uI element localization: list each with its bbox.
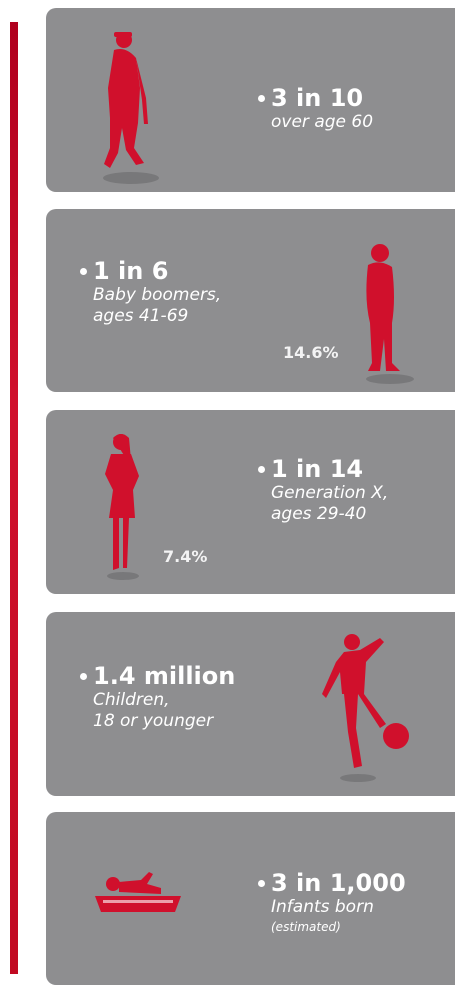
stat-text: 1.4 million — [93, 662, 235, 690]
genx-silhouette — [101, 430, 161, 585]
bullet — [80, 268, 87, 275]
senior-silhouette — [96, 28, 166, 188]
bullet — [258, 95, 265, 102]
percent-label: 7.4% — [163, 547, 207, 566]
stat-block: 1 in 6 Baby boomers, ages 41-69 — [80, 257, 221, 327]
stat: 3 in 10 — [258, 84, 373, 112]
description: Baby boomers, — [80, 285, 221, 306]
panel: 3 in 1,000 Infants born (estimated) — [46, 812, 455, 985]
stat: 3 in 1,000 — [258, 869, 406, 897]
description: 18 or younger — [80, 711, 235, 732]
stat: 1 in 6 — [80, 257, 221, 285]
infographic: 3 in 10 over age 60 1 in 6 Baby boomers,… — [0, 0, 455, 990]
note: (estimated) — [258, 918, 406, 936]
description: over age 60 — [258, 112, 373, 133]
infant-silhouette — [91, 862, 186, 922]
bullet — [80, 673, 87, 680]
stat: 1 in 14 — [258, 455, 388, 483]
stat-block: 1 in 14 Generation X, ages 29-40 — [258, 455, 388, 525]
percent-label: 14.6% — [283, 343, 339, 362]
child-silhouette — [314, 628, 424, 788]
panel: 1.4 million Children, 18 or younger — [46, 612, 455, 796]
stat-block: 3 in 1,000 Infants born (estimated) — [258, 869, 406, 936]
description: Infants born — [258, 897, 406, 918]
description: ages 29-40 — [258, 504, 388, 525]
stat-block: 3 in 10 over age 60 — [258, 84, 373, 133]
description: ages 41-69 — [80, 306, 221, 327]
panel: 3 in 10 over age 60 — [46, 8, 455, 192]
stat-block: 1.4 million Children, 18 or younger — [80, 662, 235, 732]
stat-text: 1 in 14 — [271, 455, 363, 483]
bullet — [258, 880, 265, 887]
stat: 1.4 million — [80, 662, 235, 690]
stat-text: 1 in 6 — [93, 257, 168, 285]
description: Generation X, — [258, 483, 388, 504]
description: Children, — [80, 690, 235, 711]
boomer-silhouette — [356, 239, 416, 389]
stat-text: 3 in 1,000 — [271, 869, 406, 897]
panel: 1 in 6 Baby boomers, ages 41-69 14.6% — [46, 209, 455, 392]
bullet — [258, 466, 265, 473]
panel: 7.4% 1 in 14 Generation X, ages 29-40 — [46, 410, 455, 594]
stat-text: 3 in 10 — [271, 84, 363, 112]
side-rail — [10, 22, 18, 974]
